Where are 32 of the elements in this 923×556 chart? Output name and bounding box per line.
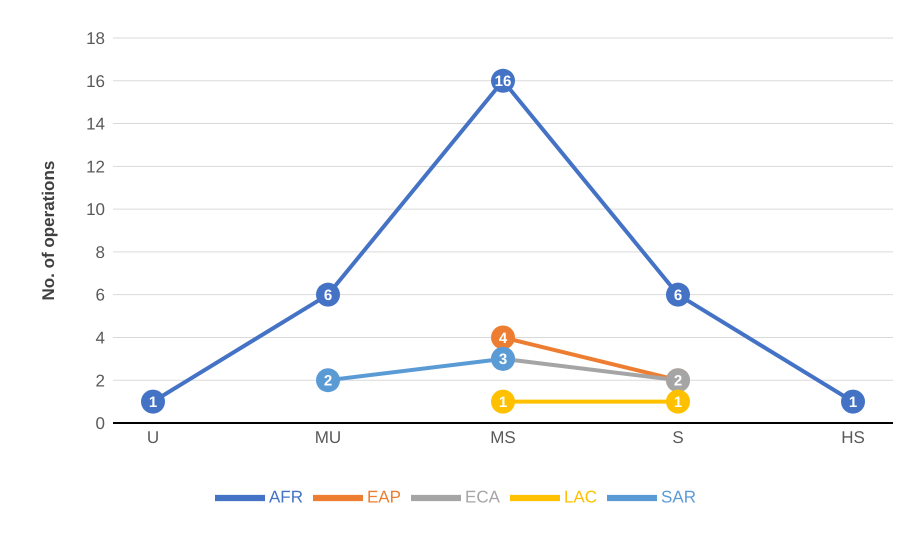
y-tick-label: 18 — [86, 29, 105, 48]
legend-label: AFR — [268, 487, 303, 506]
data-label: 1 — [498, 394, 508, 411]
data-label: 3 — [498, 351, 508, 368]
y-tick-label: 4 — [96, 328, 105, 348]
y-tick-label: 14 — [86, 114, 105, 134]
y-tick-label: 2 — [96, 371, 105, 390]
x-tick-label: U — [146, 428, 160, 448]
data-label: 2 — [674, 372, 682, 390]
y-tick-label: 8 — [96, 242, 105, 262]
x-tick-label: S — [672, 428, 684, 448]
data-label: 1 — [148, 394, 158, 411]
y-axis-title: No. of operations — [39, 160, 58, 300]
legend-label: EAP — [366, 487, 401, 506]
y-tick-label: 16 — [86, 72, 105, 91]
legend-label: ECA — [465, 487, 500, 506]
y-tick-label: 6 — [96, 286, 105, 305]
x-tick-label: MS — [490, 428, 516, 448]
y-tick-label: 0 — [96, 414, 105, 434]
x-tick-label: HS — [841, 428, 865, 448]
x-tick-label: MU — [314, 428, 342, 448]
data-label: 16 — [494, 73, 512, 90]
data-label: 6 — [324, 286, 332, 304]
data-label: 1 — [848, 394, 858, 411]
data-label: 2 — [324, 372, 332, 390]
legend-label: SAR — [661, 487, 696, 506]
data-label: 6 — [674, 286, 682, 304]
data-label: 4 — [498, 330, 508, 347]
data-label: 1 — [674, 394, 682, 411]
y-tick-label: 10 — [86, 200, 105, 220]
legend-label: LAC — [564, 487, 598, 506]
y-tick-label: 12 — [86, 157, 105, 176]
